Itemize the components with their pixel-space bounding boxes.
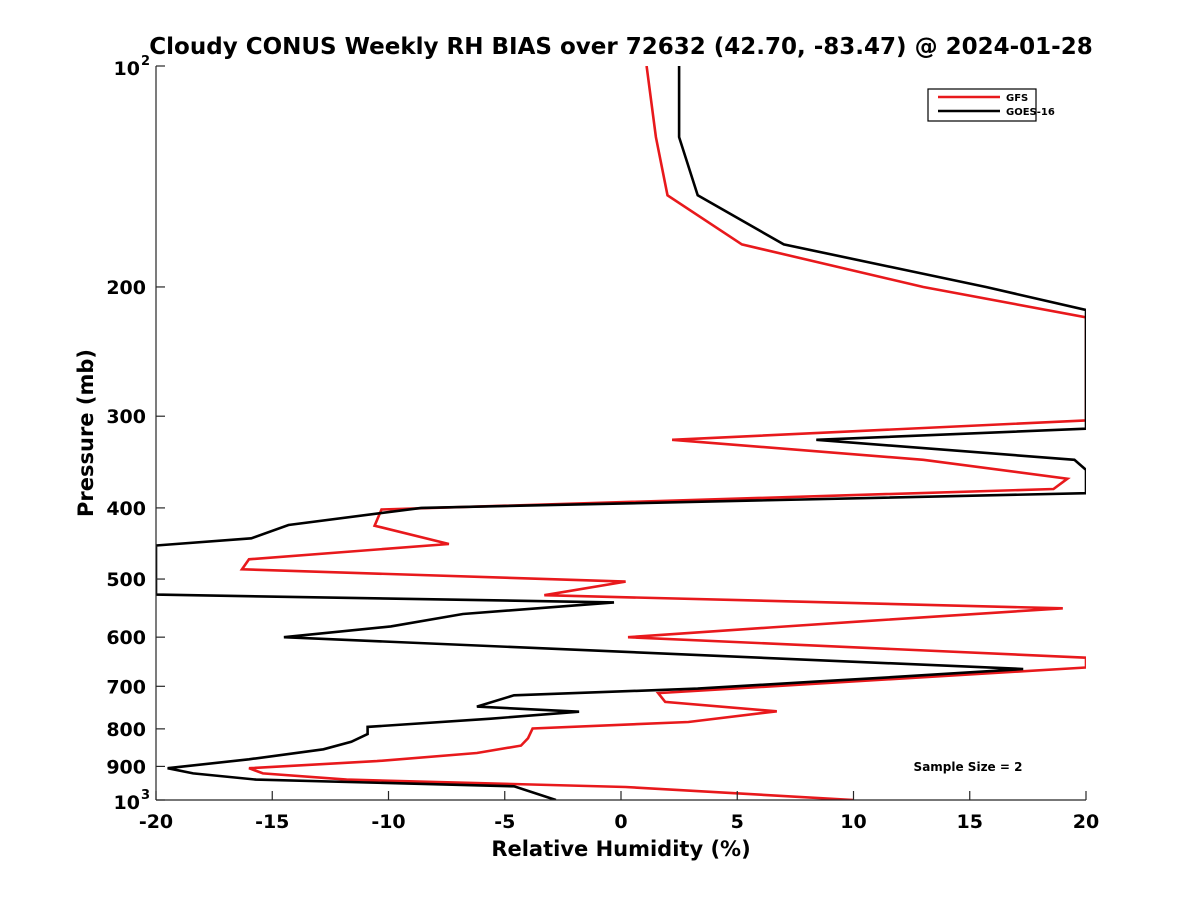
legend: GFS GOES-16 <box>927 88 1055 122</box>
y-tick-label: 700 <box>106 676 146 698</box>
y-tick-label: 10 <box>114 58 140 80</box>
y-tick-label: 900 <box>106 756 146 778</box>
y-tick-exponent: 2 <box>141 54 150 69</box>
legend-label-goes16: GOES-16 <box>1006 107 1055 118</box>
y-tick-label: 200 <box>106 277 146 299</box>
y-tick-label: 400 <box>106 498 146 520</box>
y-tick-label: 800 <box>106 719 146 741</box>
sample-size-annotation: Sample Size = 2 <box>914 760 1023 774</box>
x-tick-label: 10 <box>840 811 866 833</box>
y-tick-label: 300 <box>106 406 146 428</box>
legend-label-gfs: GFS <box>1006 93 1028 104</box>
series-line-goes16 <box>156 66 1086 800</box>
y-tick-label: 500 <box>106 569 146 591</box>
x-tick-label: -20 <box>139 811 173 833</box>
x-tick-label: -15 <box>255 811 289 833</box>
y-tick-label: 10 <box>114 792 140 814</box>
y-tick-exponent: 3 <box>141 788 150 803</box>
y-axis-label: Pressure (mb) <box>74 349 98 517</box>
x-tick-label: -5 <box>494 811 515 833</box>
x-tick-label: 0 <box>614 811 627 833</box>
x-tick-label: -10 <box>371 811 405 833</box>
x-tick-label: 5 <box>731 811 744 833</box>
chart-title: Cloudy CONUS Weekly RH BIAS over 72632 (… <box>149 34 1092 60</box>
legend-box <box>927 88 1037 122</box>
x-axis-label: Relative Humidity (%) <box>491 837 750 861</box>
series-line-gfs <box>239 66 1086 800</box>
x-tick-label: 20 <box>1073 811 1099 833</box>
x-tick-label: 15 <box>957 811 983 833</box>
y-tick-label: 600 <box>106 627 146 649</box>
series-layer <box>156 66 1086 800</box>
